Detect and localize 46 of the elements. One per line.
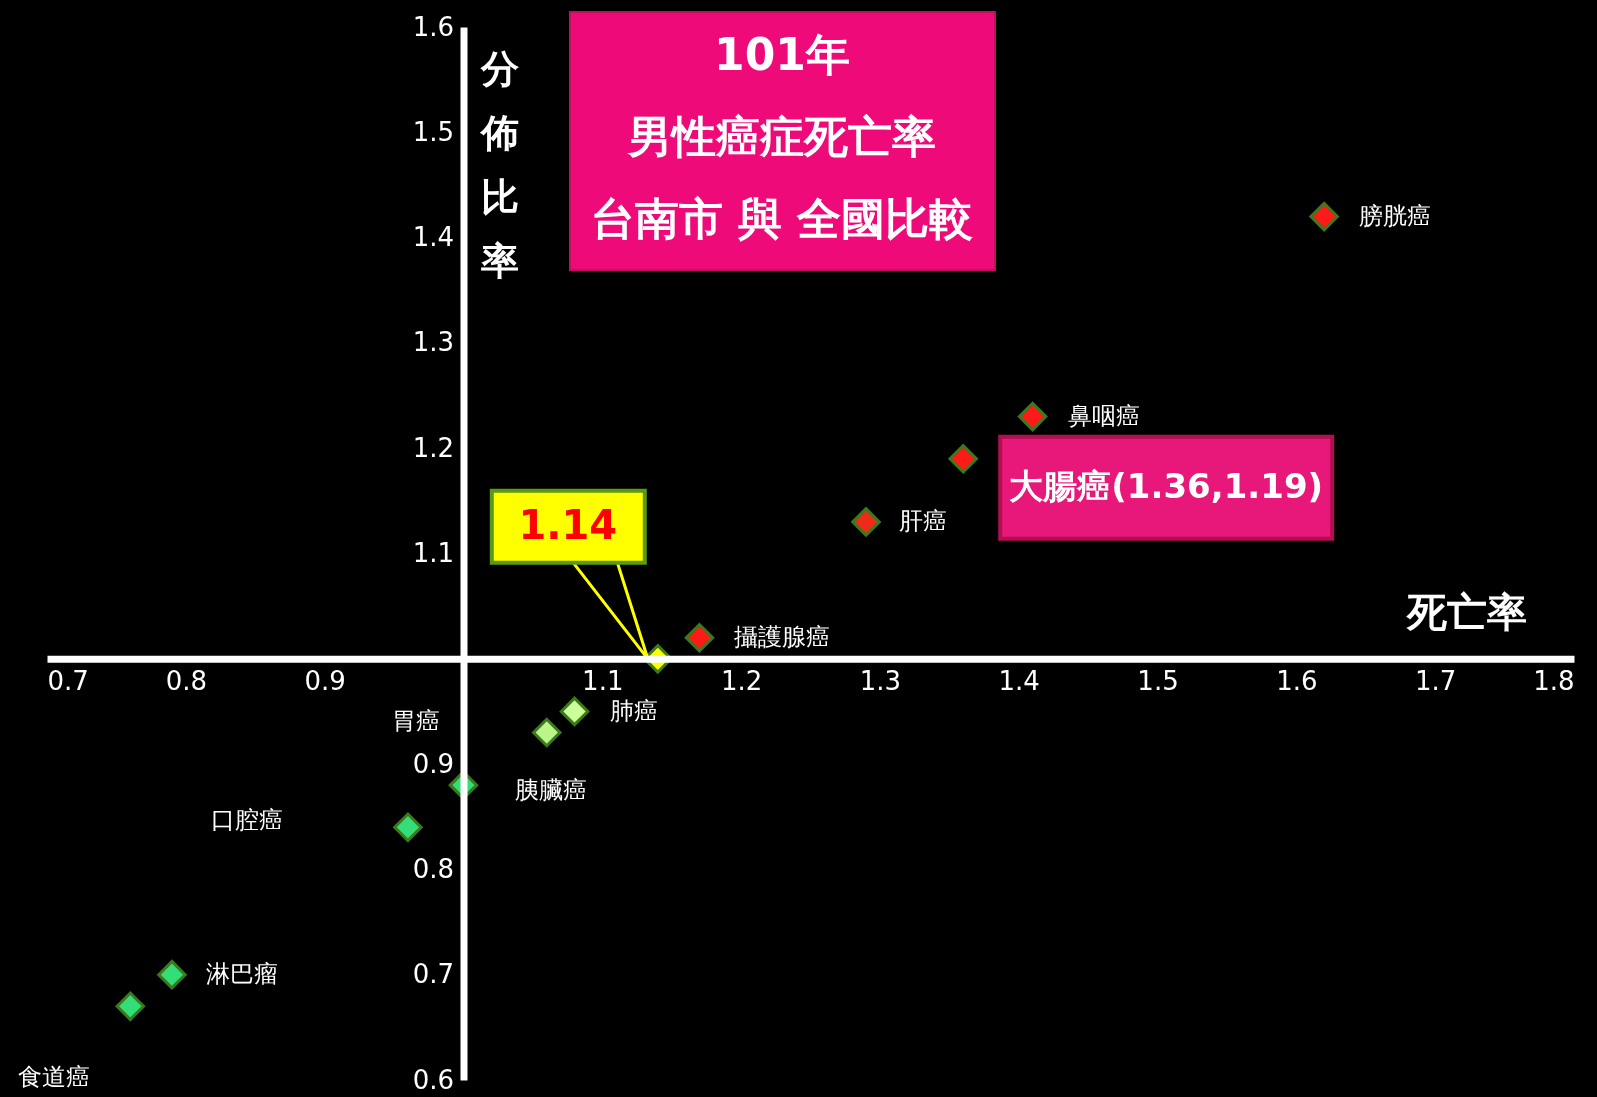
x-tick-label: 1.4 <box>998 666 1040 697</box>
annotation: 肝癌 <box>899 506 948 535</box>
x-tick-label: 1.8 <box>1533 666 1575 697</box>
point <box>1309 201 1339 232</box>
x-tick-label: 1.3 <box>859 666 902 697</box>
x-tick-label: 1.1 <box>582 666 624 697</box>
annotation: 食道癌 <box>18 1063 91 1092</box>
y-tick-label: 0.8 <box>412 853 454 884</box>
point <box>532 717 562 748</box>
x-tick-label: 0.7 <box>47 666 89 697</box>
y-tick-label: 1.6 <box>412 11 454 42</box>
annotation: 肺癌 <box>609 697 658 726</box>
annotation: 大腸癌(1.36,1.19) <box>1009 465 1324 506</box>
y-tick-label: 1.5 <box>412 116 454 147</box>
x-tick-label: 0.8 <box>165 666 207 697</box>
point <box>1017 401 1048 432</box>
y-axis-title: 分佈比率 <box>478 47 519 283</box>
annotation: 口腔癌 <box>211 806 283 834</box>
y-tick-label: 1.4 <box>412 222 454 253</box>
y-tick-label: 1.2 <box>412 432 454 463</box>
annotation: 鼻咽癌 <box>1067 401 1140 430</box>
y-tick-label: 0.7 <box>412 959 454 990</box>
y-tick-label: 0.6 <box>412 1064 454 1095</box>
x-tick-label: 1.6 <box>1276 666 1318 697</box>
point <box>559 696 590 727</box>
point <box>115 991 146 1022</box>
x-tick-label: 1.7 <box>1415 666 1457 697</box>
point <box>851 507 881 537</box>
point <box>393 812 423 843</box>
y-tick-label: 1.3 <box>412 327 454 358</box>
text: 101年男性癌症死亡率台南市 與 全國比較 <box>590 29 974 244</box>
annotation: 1.14 <box>518 501 618 548</box>
point <box>157 959 187 990</box>
annotation: 淋巴瘤 <box>205 959 278 988</box>
y-tick-label: 0.9 <box>412 748 454 779</box>
point <box>948 444 978 474</box>
x-tick-label: 1.5 <box>1137 666 1179 697</box>
annotation: 攝護腺癌 <box>734 622 831 651</box>
x-tick-label: 0.9 <box>304 666 346 697</box>
x-tick-label: 1.2 <box>720 666 763 697</box>
annotation: 胰臟癌 <box>515 776 588 805</box>
x-axis-title: 死亡率 <box>1406 589 1527 635</box>
annotation: 胃癌 <box>392 707 440 735</box>
y-tick-label: 1.1 <box>412 538 454 568</box>
annotation: 膀胱癌 <box>1359 201 1432 230</box>
point <box>684 623 715 653</box>
